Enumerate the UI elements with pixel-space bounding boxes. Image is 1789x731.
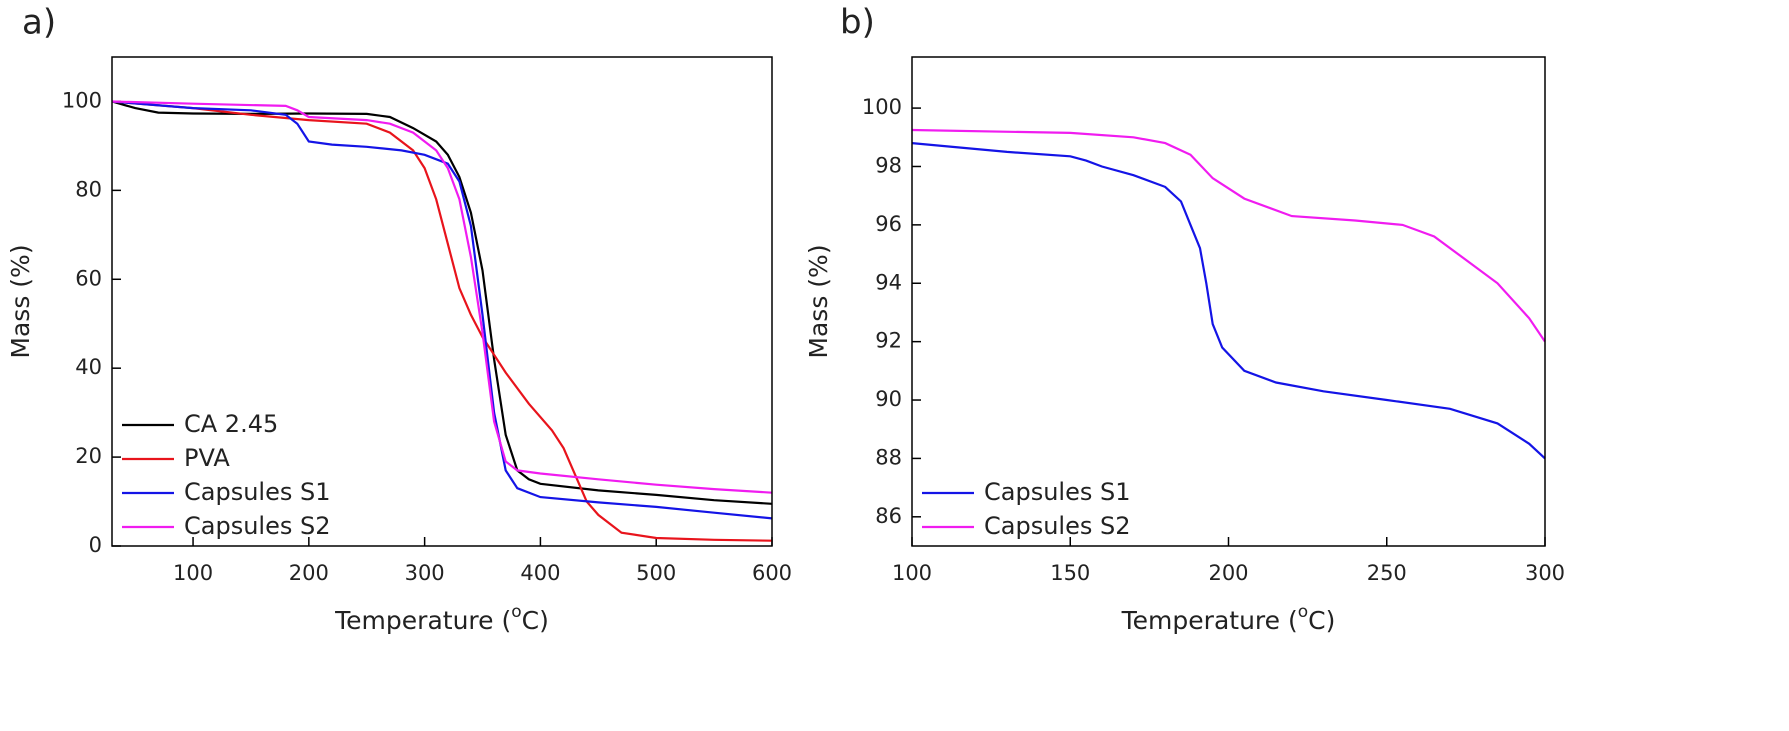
y-axis-label: Mass (%)	[6, 244, 35, 358]
legend-label: Capsules S2	[984, 512, 1130, 540]
x-tick-label: 400	[520, 561, 560, 585]
x-tick-label: 250	[1367, 561, 1407, 585]
y-tick-label: 88	[875, 445, 902, 469]
y-tick-label: 20	[75, 444, 102, 468]
y-tick-label: 86	[875, 504, 902, 528]
y-tick-label: 92	[875, 329, 902, 353]
x-tick-label: 150	[1050, 561, 1090, 585]
x-axis-label-part: C)	[522, 606, 549, 635]
y-tick-label: 60	[75, 266, 102, 290]
y-axis-label: Mass (%)	[804, 244, 833, 358]
x-axis-label-part: Temperature (	[334, 606, 511, 635]
x-tick-label: 300	[405, 561, 445, 585]
legend-label: Capsules S2	[184, 512, 330, 540]
y-tick-label: 0	[89, 533, 102, 557]
x-axis-label: Temperature (oC)	[1121, 602, 1336, 635]
panel-label: b)	[840, 3, 875, 43]
y-tick-label: 98	[875, 153, 902, 177]
x-tick-label: 100	[173, 561, 213, 585]
x-axis-label-part: o	[1298, 602, 1308, 622]
x-tick-label: 200	[1208, 561, 1248, 585]
x-tick-label: 200	[289, 561, 329, 585]
series-line	[111, 100, 773, 520]
y-tick-label: 94	[875, 270, 902, 294]
series-line	[911, 142, 1546, 460]
legend-label: CA 2.45	[184, 410, 278, 438]
y-tick-label: 80	[75, 177, 102, 201]
x-axis-label-part: Temperature (	[1121, 606, 1298, 635]
x-axis-label: Temperature (oC)	[334, 602, 549, 635]
x-tick-label: 300	[1525, 561, 1565, 585]
x-axis-label-part: C)	[1308, 606, 1335, 635]
plot-frame	[911, 56, 1546, 547]
series-line	[111, 100, 773, 505]
y-tick-label: 100	[62, 88, 102, 112]
plot-frame	[111, 56, 773, 547]
series-line	[911, 128, 1546, 343]
x-tick-label: 600	[752, 561, 792, 585]
x-axis-label-part: o	[511, 602, 521, 622]
panel-label: a)	[22, 3, 56, 43]
y-tick-label: 90	[875, 387, 902, 411]
y-tick-label: 40	[75, 355, 102, 379]
legend-label: Capsules S1	[984, 478, 1130, 506]
legend-label: Capsules S1	[184, 478, 330, 506]
legend-label: PVA	[184, 444, 230, 472]
x-tick-label: 100	[892, 561, 932, 585]
y-tick-label: 100	[862, 95, 902, 119]
y-tick-label: 96	[875, 212, 902, 236]
x-tick-label: 500	[636, 561, 676, 585]
series-line	[111, 100, 773, 542]
series-line	[111, 100, 773, 494]
